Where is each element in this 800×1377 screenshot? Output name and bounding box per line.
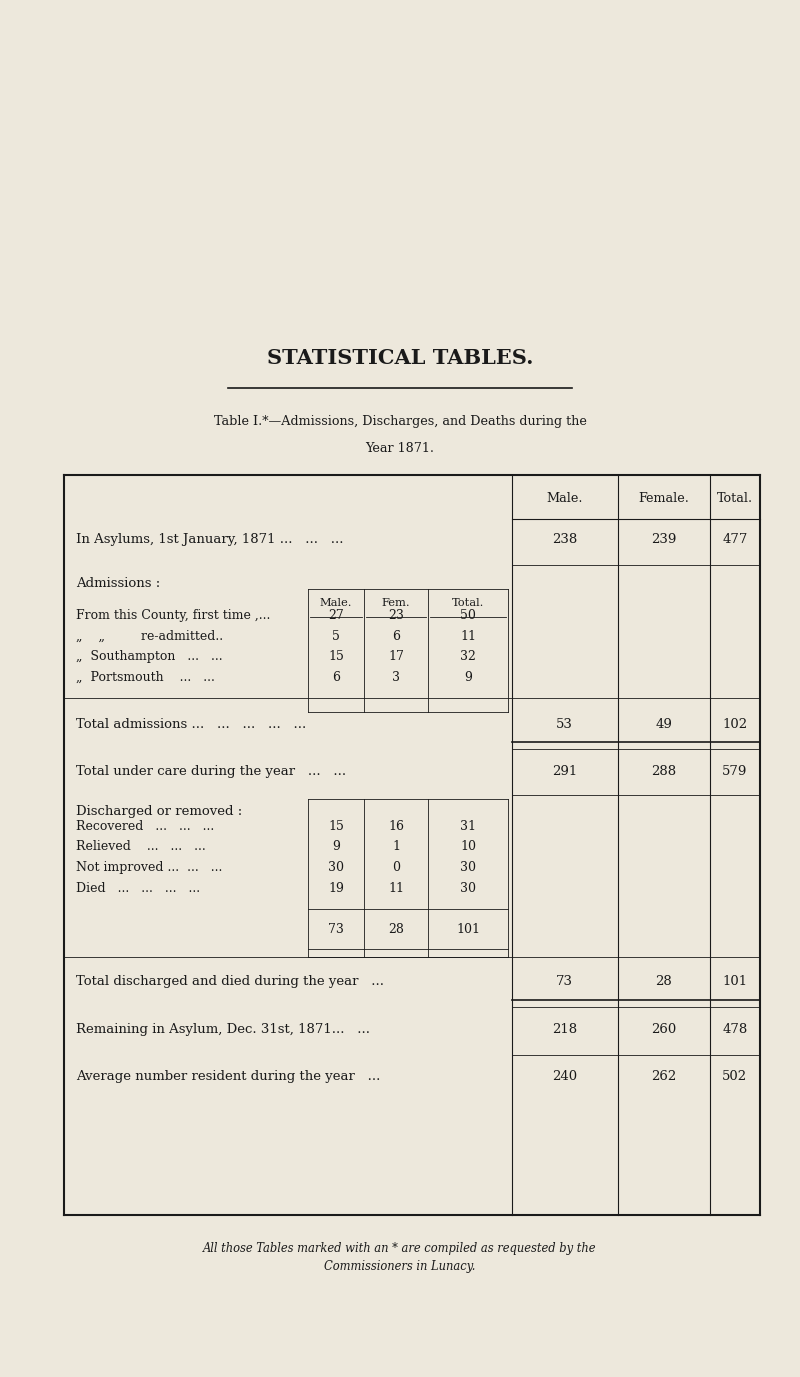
Text: „  Southampton   ...   ...: „ Southampton ... ... <box>76 650 222 664</box>
Text: 478: 478 <box>722 1023 747 1037</box>
Text: 6: 6 <box>332 671 340 684</box>
Text: In Asylums, 1st January, 1871 ...   ...   ...: In Asylums, 1st January, 1871 ... ... ..… <box>76 533 343 547</box>
Text: 32: 32 <box>460 650 476 664</box>
Text: 11: 11 <box>460 629 476 643</box>
Text: 31: 31 <box>460 819 476 833</box>
Text: 262: 262 <box>651 1070 676 1084</box>
Text: Commissioners in Lunacy.: Commissioners in Lunacy. <box>324 1260 476 1274</box>
Text: Recovered   ...   ...   ...: Recovered ... ... ... <box>76 819 214 833</box>
Text: 16: 16 <box>388 819 404 833</box>
Text: Female.: Female. <box>638 492 689 505</box>
Text: Not improved ...  ...   ...: Not improved ... ... ... <box>76 861 222 874</box>
Text: 288: 288 <box>651 764 676 778</box>
Text: 30: 30 <box>460 881 476 895</box>
Text: 30: 30 <box>460 861 476 874</box>
Text: 3: 3 <box>392 671 400 684</box>
Text: Total under care during the year   ...   ...: Total under care during the year ... ... <box>76 764 346 778</box>
Text: 9: 9 <box>332 840 340 854</box>
Text: 73: 73 <box>556 975 574 989</box>
Text: All those Tables marked with an * are compiled as requested by the: All those Tables marked with an * are co… <box>203 1242 597 1256</box>
Text: 101: 101 <box>456 923 480 936</box>
Text: „    „         re-admitted..: „ „ re-admitted.. <box>76 629 223 643</box>
Text: 23: 23 <box>388 609 404 622</box>
Text: „  Portsmouth    ...   ...: „ Portsmouth ... ... <box>76 671 215 684</box>
Text: 102: 102 <box>722 717 747 731</box>
Text: 19: 19 <box>328 881 344 895</box>
Text: 53: 53 <box>556 717 574 731</box>
Text: 218: 218 <box>552 1023 578 1037</box>
Text: Total.: Total. <box>452 598 484 609</box>
Text: 260: 260 <box>651 1023 676 1037</box>
Text: 502: 502 <box>722 1070 747 1084</box>
Text: 291: 291 <box>552 764 578 778</box>
Text: 30: 30 <box>328 861 344 874</box>
Text: 50: 50 <box>460 609 476 622</box>
Text: Admissions :: Admissions : <box>76 577 160 591</box>
Text: Year 1871.: Year 1871. <box>366 442 434 456</box>
Text: Relieved    ...   ...   ...: Relieved ... ... ... <box>76 840 206 854</box>
Text: 28: 28 <box>388 923 404 936</box>
Text: 477: 477 <box>722 533 747 547</box>
Text: Remaining in Asylum, Dec. 31st, 1871...   ...: Remaining in Asylum, Dec. 31st, 1871... … <box>76 1023 370 1037</box>
Text: STATISTICAL TABLES.: STATISTICAL TABLES. <box>266 348 534 368</box>
Text: Total admissions ...   ...   ...   ...   ...: Total admissions ... ... ... ... ... <box>76 717 306 731</box>
Text: 6: 6 <box>392 629 400 643</box>
Text: 240: 240 <box>552 1070 578 1084</box>
Text: Male.: Male. <box>320 598 352 609</box>
Text: 5: 5 <box>332 629 340 643</box>
Text: Male.: Male. <box>546 492 583 505</box>
Text: 239: 239 <box>651 533 676 547</box>
Text: Discharged or removed :: Discharged or removed : <box>76 804 242 818</box>
Text: 9: 9 <box>464 671 472 684</box>
Text: 49: 49 <box>655 717 672 731</box>
Text: Average number resident during the year   ...: Average number resident during the year … <box>76 1070 380 1084</box>
Text: Total.: Total. <box>717 492 753 505</box>
Text: Table I.*—Admissions, Discharges, and Deaths during the: Table I.*—Admissions, Discharges, and De… <box>214 414 586 428</box>
Text: 11: 11 <box>388 881 404 895</box>
Text: 73: 73 <box>328 923 344 936</box>
Text: 1: 1 <box>392 840 400 854</box>
Text: 15: 15 <box>328 819 344 833</box>
Text: 101: 101 <box>722 975 747 989</box>
Text: 28: 28 <box>655 975 672 989</box>
Text: Total discharged and died during the year   ...: Total discharged and died during the yea… <box>76 975 384 989</box>
Text: 579: 579 <box>722 764 747 778</box>
Text: 238: 238 <box>552 533 578 547</box>
Text: Died   ...   ...   ...   ...: Died ... ... ... ... <box>76 881 200 895</box>
Text: Fem.: Fem. <box>382 598 410 609</box>
Text: 27: 27 <box>328 609 344 622</box>
Text: From this County, first time ,...: From this County, first time ,... <box>76 609 270 622</box>
Text: 0: 0 <box>392 861 400 874</box>
Text: 10: 10 <box>460 840 476 854</box>
Text: 17: 17 <box>388 650 404 664</box>
Text: 15: 15 <box>328 650 344 664</box>
